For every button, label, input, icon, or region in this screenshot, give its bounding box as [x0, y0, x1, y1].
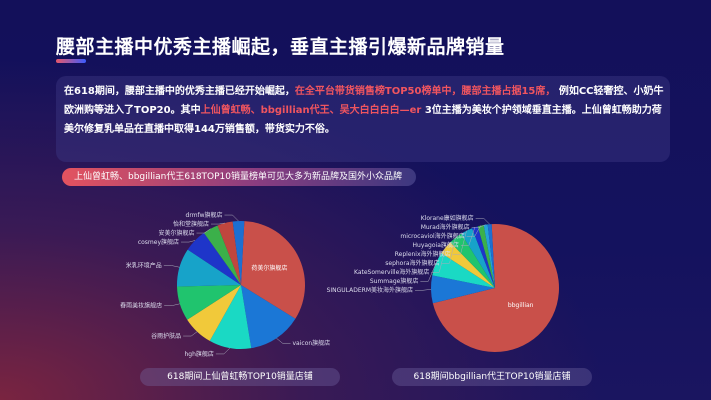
slice-label: vaicon旗舰店: [293, 339, 331, 347]
leader-line: [415, 289, 432, 291]
slice-label: 春雨美妆旗舰店: [120, 302, 162, 310]
pie-slice: [187, 285, 241, 341]
pie-slice: [432, 224, 559, 352]
text: 例如CC轻奢控、小奶牛欧洲购等进入了TOP20。其中: [64, 86, 664, 116]
slice-label: Summage旗舰店: [370, 277, 418, 285]
leader-line: [183, 331, 198, 337]
slice-label: 米乳环境产品: [126, 262, 162, 270]
highlight-text: 在全平台带货销售榜TOP50榜单中，腰部主播占据15席，: [294, 86, 556, 97]
pie-slice: [217, 221, 241, 285]
leader-line: [466, 225, 481, 237]
text: 在618期间，腰部主播中的优秀主播已经开始崛起，: [64, 86, 295, 97]
pie-slice: [450, 233, 495, 288]
highlight-pill: 上仙曾虹畅、bbgillian代王618TOP10销量榜单可见大多为新品牌及国外…: [62, 168, 417, 186]
pie-slice: [241, 285, 296, 349]
slice-label: 谷雨护肤品: [151, 332, 181, 340]
leader-line: [164, 303, 180, 306]
highlight-text: 上仙曾虹畅、bbgillian代王、吴大白白白白—er: [200, 105, 422, 116]
leader-line: [276, 338, 291, 344]
slice-label: cosmey旗舰店: [138, 238, 179, 246]
leader-line: [475, 217, 490, 225]
slice-label: Replenix海外旗舰店: [395, 250, 451, 258]
slice-label: drmfw旗舰店: [186, 211, 223, 219]
page-title: 腰部主播中优秀主播崛起，垂直主播引爆新品牌销量: [56, 36, 505, 58]
pie-slice: [187, 232, 241, 285]
slice-label: KateSomerville海外旗舰店: [354, 268, 429, 276]
leader-line: [181, 240, 196, 243]
pie-slice: [487, 224, 495, 288]
slice-label: SINGULADERM美妆海外旗舰店: [327, 286, 413, 294]
summary-paragraph: 在618期间，腰部主播中的优秀主播已经开始崛起，在全平台带货销售榜TOP50榜单…: [64, 82, 664, 139]
leader-line: [452, 230, 467, 255]
summary-box: [56, 76, 670, 162]
pie-slice: [483, 224, 495, 288]
leader-line: [163, 265, 180, 268]
slice-label: 安美尔旗舰店: [158, 229, 194, 237]
slice-label: hgh旗舰店: [184, 350, 213, 358]
leader-line: [215, 347, 231, 355]
slice-label: bbgillian: [508, 302, 534, 309]
leader-line: [420, 263, 436, 282]
left-chart-caption: 618期间上仙曾虹畅TOP10销量店铺: [140, 368, 340, 386]
pie-slice: [477, 225, 495, 288]
slice-label: microcaviol海外旗舰店: [400, 232, 464, 240]
pie-slice: [241, 221, 305, 319]
pie-slice: [209, 285, 252, 349]
leader-line: [460, 227, 476, 246]
pie-slice: [441, 242, 495, 288]
slice-label: 荷美尔旗舰店: [251, 264, 287, 272]
leader-line: [441, 237, 456, 264]
title-underline: [56, 59, 86, 63]
slice-label: Klorane康如旗舰店: [421, 214, 474, 222]
pie-slice: [203, 225, 241, 285]
leader-line: [431, 247, 446, 273]
slice-label: sephora海外旗舰店: [385, 259, 439, 267]
pie-slice: [472, 226, 495, 288]
leader-line: [224, 214, 239, 222]
pie-slice: [177, 285, 241, 320]
right-chart-caption: 618期间bbgillian代王TOP10销量店铺: [392, 368, 592, 386]
pie-slice: [232, 221, 245, 285]
pie-slice: [176, 249, 241, 287]
text: 3位主播为美妆个护领域垂直主播。上仙曾虹畅助力荷美尔修复乳单品在直播中取得144…: [64, 105, 662, 135]
pie-slice: [432, 253, 495, 288]
pie-slice: [431, 275, 495, 304]
slice-label: Murad海外旗舰店: [421, 223, 470, 231]
leader-line: [211, 222, 226, 225]
leader-line: [196, 228, 211, 234]
slice-label: Huyagoia旗舰店: [413, 241, 459, 249]
slice-label: 怡和堂旗舰店: [173, 220, 209, 228]
